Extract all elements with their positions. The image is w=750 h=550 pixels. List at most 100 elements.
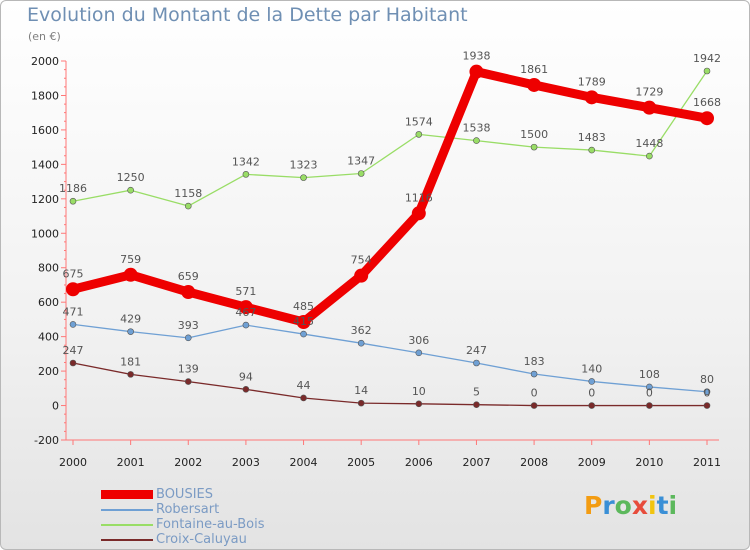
chart-subtitle: (en €): [28, 30, 61, 43]
y-tick-label: 600: [38, 296, 59, 309]
legend: BOUSIES Robersart Fontaine-au-Bois Croix-Ca…: [101, 487, 265, 547]
data-point-robersart: [69, 321, 77, 328]
data-label-bousies: 1668: [693, 96, 721, 109]
x-tick-label: 2005: [347, 456, 375, 469]
data-label-bousies: 1729: [635, 86, 663, 99]
data-point-robersart: [646, 383, 653, 391]
legend-swatch: [101, 508, 153, 511]
data-label-fontaine-au-bois: 1323: [290, 159, 318, 172]
y-tick-label: -200: [34, 434, 59, 447]
data-label-croix-caluyau: 14: [354, 384, 368, 397]
data-label-croix-caluyau: 94: [239, 370, 253, 383]
data-label-fontaine-au-bois: 1483: [578, 131, 606, 144]
logo-letter: x: [631, 491, 648, 520]
data-label-robersart: 429: [120, 313, 141, 326]
logo-letter: r: [602, 491, 615, 520]
data-label-robersart: 80: [700, 373, 714, 386]
data-label-croix-caluyau: 5: [473, 386, 480, 399]
data-point-bousies: [296, 314, 311, 329]
data-label-fontaine-au-bois: 1538: [462, 122, 490, 135]
data-point-croix-caluyau: [69, 359, 77, 367]
data-point-croix-caluyau: [357, 399, 365, 407]
data-point-fontaine-au-bois: [357, 170, 365, 177]
x-tick-label: 2006: [405, 456, 433, 469]
data-point-fontaine-au-bois: [473, 137, 480, 144]
data-label-bousies: 659: [178, 270, 199, 283]
legend-item: Fontaine-au-Bois: [101, 517, 265, 532]
data-label-croix-caluyau: 10: [412, 385, 426, 398]
data-point-bousies: [700, 111, 714, 126]
data-point-robersart: [184, 334, 192, 342]
data-point-bousies: [527, 77, 542, 92]
data-point-croix-caluyau: [646, 402, 653, 409]
data-point-croix-caluyau: [127, 371, 134, 378]
data-point-bousies: [642, 100, 657, 115]
y-tick-label: 1000: [31, 227, 59, 240]
data-label-bousies: 1861: [520, 63, 548, 76]
data-point-bousies: [469, 64, 484, 79]
data-label-bousies: 571: [235, 285, 256, 298]
data-point-croix-caluyau: [242, 386, 250, 393]
data-point-fontaine-au-bois: [588, 146, 596, 154]
data-label-robersart: 140: [581, 362, 602, 375]
data-label-bousies: 1938: [462, 50, 490, 63]
data-point-bousies: [411, 206, 426, 221]
data-label-robersart: 362: [351, 324, 372, 337]
data-label-robersart: 393: [178, 319, 199, 332]
x-tick-label: 2003: [232, 456, 260, 469]
data-label-robersart: 415: [293, 315, 314, 328]
data-point-bousies: [123, 267, 138, 282]
data-point-fontaine-au-bois: [127, 186, 134, 194]
data-point-fontaine-au-bois: [69, 197, 77, 205]
data-label-croix-caluyau: 0: [646, 387, 653, 400]
data-label-robersart: 108: [639, 368, 660, 381]
y-tick-label: 1600: [31, 124, 59, 137]
x-tick-label: 2000: [59, 456, 87, 469]
data-label-robersart: 471: [63, 305, 84, 318]
chart-title: Evolution du Montant de la Dette par Hab…: [27, 4, 468, 26]
x-tick-label: 2007: [462, 456, 490, 469]
data-label-croix-caluyau: 181: [120, 355, 141, 368]
data-point-croix-caluyau: [415, 400, 423, 408]
legend-item: Robersart: [101, 502, 265, 517]
series-line-fontaine-au-bois: [72, 70, 708, 207]
data-label-fontaine-au-bois: 1250: [117, 171, 145, 184]
data-label-fontaine-au-bois: 1500: [520, 128, 548, 141]
data-label-fontaine-au-bois: 1186: [59, 182, 87, 195]
data-point-bousies: [66, 282, 80, 297]
logo-letter: t: [656, 491, 669, 520]
data-point-robersart: [473, 359, 480, 367]
axes: -200020040060080010001200140016001800200…: [31, 55, 721, 469]
data-point-fontaine-au-bois: [184, 202, 192, 210]
y-tick-label: 400: [38, 331, 59, 344]
legend-swatch: [101, 538, 153, 541]
data-labels-layer: 1186 1250 1158 1342 1323 1347 1574 1538 1500 1483…: [59, 50, 721, 400]
logo-letter: i: [668, 491, 678, 520]
logo-letter: o: [614, 491, 632, 520]
legend-label: Fontaine-au-Bois: [156, 517, 265, 532]
data-label-fontaine-au-bois: 1448: [635, 137, 663, 150]
x-tick-label: 2004: [290, 456, 318, 469]
series-line-bousies: [68, 67, 712, 327]
legend-item: BOUSIES: [101, 487, 265, 502]
y-tick-label: 1400: [31, 158, 59, 171]
x-tick-label: 2001: [117, 456, 145, 469]
data-label-fontaine-au-bois: 1347: [347, 154, 375, 167]
data-point-croix-caluyau: [300, 394, 307, 402]
legend-swatch: [101, 523, 153, 526]
data-label-croix-caluyau: 247: [63, 344, 84, 357]
data-label-robersart: 467: [235, 306, 256, 319]
data-label-croix-caluyau: 0: [531, 387, 538, 400]
logo-letter: i: [648, 491, 657, 520]
data-point-robersart: [588, 378, 596, 385]
data-label-robersart: 183: [524, 355, 545, 368]
data-label-bousies: 759: [120, 253, 141, 266]
x-tick-label: 2011: [693, 456, 721, 469]
data-point-robersart: [300, 330, 307, 338]
data-point-robersart: [703, 388, 711, 396]
data-label-fontaine-au-bois: 1342: [232, 155, 260, 168]
x-tick-label: 2008: [520, 456, 548, 469]
x-tick-label: 2010: [635, 456, 663, 469]
data-point-croix-caluyau: [530, 402, 538, 409]
